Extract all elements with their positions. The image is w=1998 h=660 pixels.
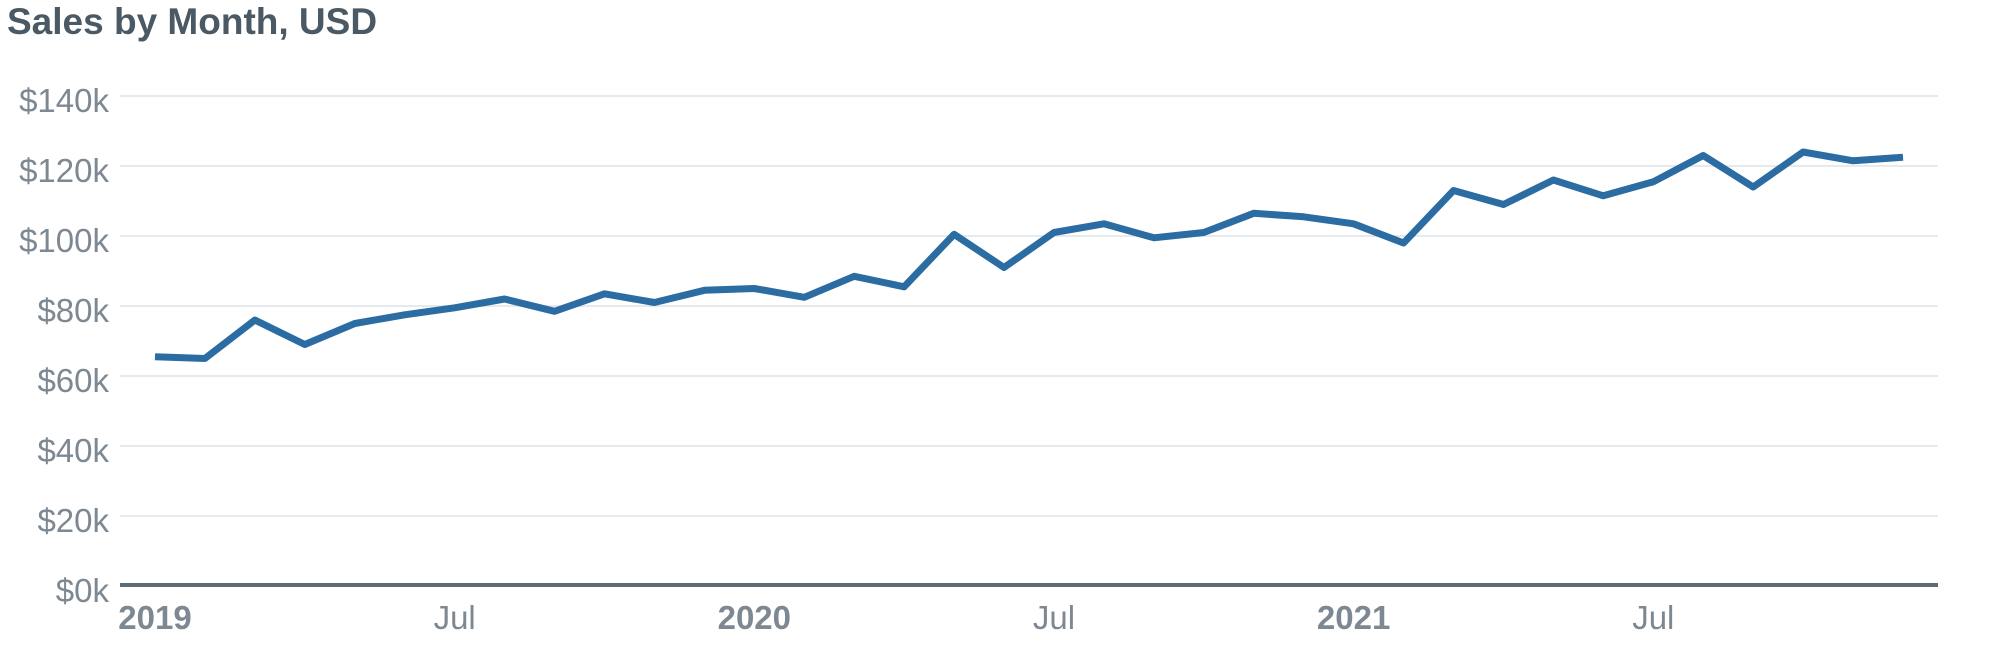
y-tick-label: $40k	[37, 432, 109, 469]
sales-series-line	[154, 148, 1904, 362]
x-tick-label: 2019	[118, 599, 191, 636]
x-tick-label: 2021	[1317, 599, 1390, 636]
y-tick-label: $0k	[56, 572, 110, 609]
x-axis-tick-labels: 2019 Jul 2020 Jul 2021 Jul	[118, 599, 1674, 636]
x-tick-label: 2020	[718, 599, 791, 636]
y-axis-tick-labels: $140k $120k $100k $80k $60k $40k $20k $0k	[19, 82, 109, 609]
y-tick-label: $100k	[19, 222, 109, 259]
x-tick-label: Jul	[1632, 599, 1674, 636]
x-tick-label: Jul	[434, 599, 476, 636]
y-tick-label: $140k	[19, 82, 109, 119]
chart-title: Sales by Month, USD	[7, 1, 378, 42]
y-tick-label: $60k	[37, 362, 109, 399]
gridlines-layer	[120, 95, 1938, 517]
x-tick-label: Jul	[1033, 599, 1075, 636]
sales-series-layer	[154, 148, 1904, 362]
y-tick-label: $80k	[37, 292, 109, 329]
y-tick-label: $120k	[19, 152, 109, 189]
y-tick-label: $20k	[37, 502, 109, 539]
